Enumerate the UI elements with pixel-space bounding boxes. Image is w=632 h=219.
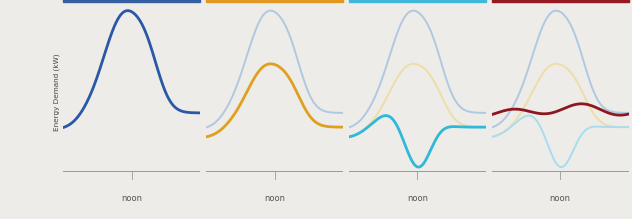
- Text: noon: noon: [550, 194, 571, 203]
- Text: noon: noon: [121, 194, 142, 203]
- Text: noon: noon: [407, 194, 428, 203]
- Y-axis label: Energy Demand (kW): Energy Demand (kW): [54, 53, 61, 131]
- Text: noon: noon: [264, 194, 285, 203]
